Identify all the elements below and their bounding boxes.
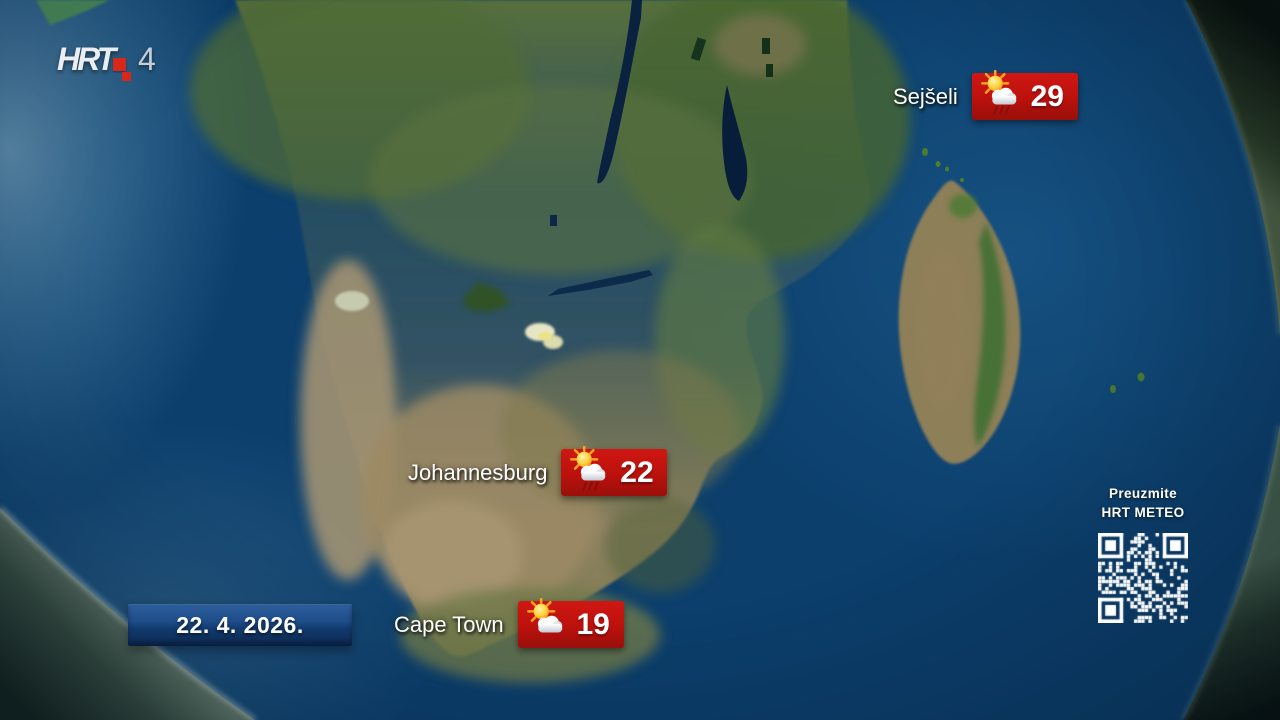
hrt-logo-letters: HRT [57,41,116,77]
qr-code [1098,533,1188,623]
date-box: 22. 4. 2026. [128,604,352,646]
promo-text-line2: HRT METEO [1101,505,1185,520]
sun-rain-cloud-icon [980,69,1017,115]
city-name-label: Johannesburg [408,459,548,485]
lakes [335,0,773,349]
hrt-channel-logo: HRT 4 [57,41,227,85]
sun-cloud-icon [526,597,562,632]
temperature-value: 19 [576,607,610,641]
city-weather-sejseli: Sejšeli [893,69,1078,120]
globe-edge-land-sliver [36,0,110,25]
temperature-badge: 19 [517,597,624,648]
small-islands [922,148,1145,393]
hrt-meteo-promo: Preuzmite HRT METEO [1078,484,1208,623]
hrt-logo-red-square [113,58,126,71]
broadcast-date: 22. 4. 2026. [176,612,304,638]
city-name-label: Sejšeli [893,83,958,109]
channel-number: 4 [138,41,156,77]
temperature-badge: 22 [561,445,668,496]
city-weather-capetown: Cape Town [394,597,624,648]
madagascar-island [898,180,1021,464]
city-name-label: Cape Town [394,611,504,637]
temperature-badge: 29 [971,69,1078,120]
temperature-value: 29 [1030,79,1064,113]
temperature-value: 22 [620,455,654,489]
hrt-logo-red-square-small [122,72,131,81]
sun-rain-cloud-icon [570,445,606,491]
promo-text-line1: Preuzmite [1108,486,1178,501]
city-weather-johannesburg: Johannesburg [408,445,668,496]
